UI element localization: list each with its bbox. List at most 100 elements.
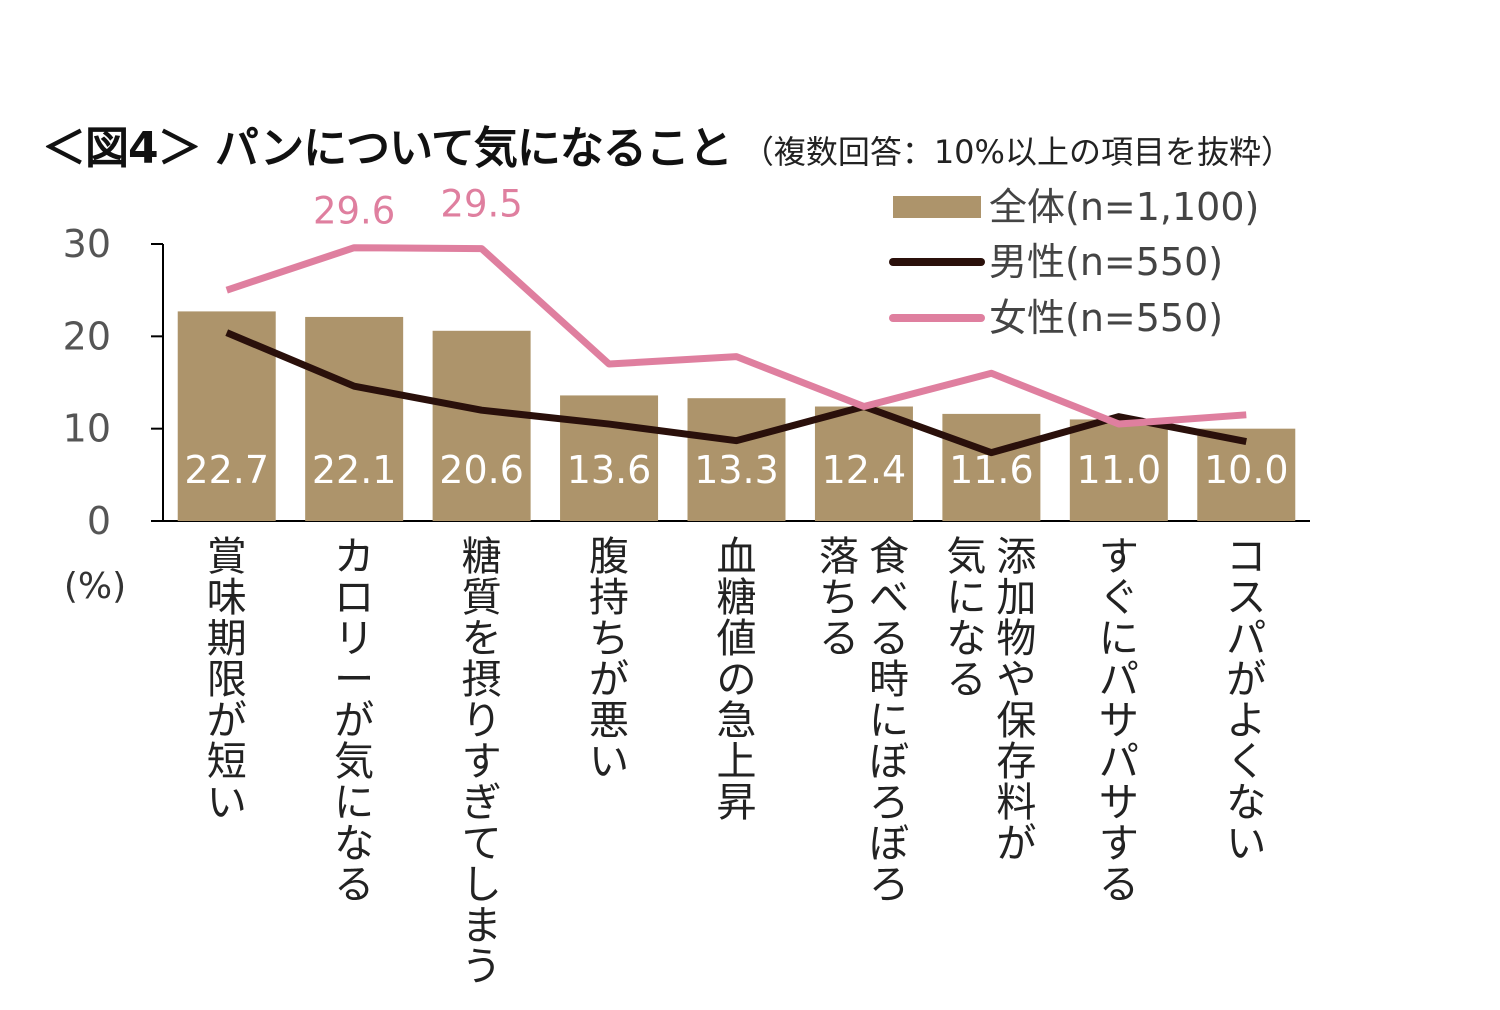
category-label-char: く xyxy=(1226,739,1266,785)
category-label-char: 落 xyxy=(819,534,859,580)
category-label-char: 味 xyxy=(207,575,247,621)
category-label-char: ろ xyxy=(869,780,909,826)
category-label-char: ま xyxy=(462,903,502,949)
category-label-char: す xyxy=(462,739,502,785)
category-label-char: ち xyxy=(819,575,859,621)
category-label-char: 限 xyxy=(207,657,247,703)
chart-title: ＜図4＞ パンについて気になること （複数回答：10%以上の項目を抜粋） xyxy=(42,112,1293,176)
bar-value-label: 22.1 xyxy=(312,448,397,492)
legend-label: 男性(n=550) xyxy=(989,240,1223,284)
category-label-char: が xyxy=(334,698,374,744)
category-label-char: い xyxy=(207,780,247,826)
bar-total xyxy=(305,316,404,521)
category-label-char: 血 xyxy=(717,534,757,580)
category-label-char: 料 xyxy=(996,780,1036,826)
category-label-char: 昇 xyxy=(717,780,757,826)
category-label-char: 持 xyxy=(589,575,629,621)
bar-total xyxy=(942,413,1041,521)
category-label-char: 急 xyxy=(717,698,757,744)
category-label-char: が xyxy=(996,821,1036,867)
category-label-char: ー xyxy=(334,657,374,703)
category-label-char: り xyxy=(462,698,502,744)
category-label-char: る xyxy=(819,616,859,662)
y-tick-label: 30 xyxy=(63,222,111,266)
bar-total xyxy=(560,395,659,521)
category-label-char: 保 xyxy=(996,698,1036,744)
category-label-char: が xyxy=(1226,657,1266,703)
bar-value-label: 11.0 xyxy=(1077,448,1162,492)
category-label-char: サ xyxy=(1099,698,1139,744)
category-label-char: る xyxy=(869,616,909,662)
category-label-char: し xyxy=(462,862,502,908)
legend-label: 女性(n=550) xyxy=(989,296,1223,340)
category-label-char: 糖 xyxy=(462,534,502,580)
category-label-char: 存 xyxy=(996,739,1036,785)
category-label-char: 気 xyxy=(946,534,986,580)
category-label-char: パ xyxy=(1226,616,1266,662)
category-label-char: を xyxy=(462,616,502,662)
category-label-char: る xyxy=(1099,862,1139,908)
bar-total xyxy=(814,406,913,521)
category-label-char: て xyxy=(462,821,502,867)
category-label-char: の xyxy=(717,657,757,703)
category-label-char: 加 xyxy=(996,575,1036,621)
category-label-char: す xyxy=(1099,534,1139,580)
category-label-char: る xyxy=(946,657,986,703)
category-label-char: る xyxy=(334,862,374,908)
category-label-char: よ xyxy=(1226,698,1266,744)
category-label-char: 糖 xyxy=(717,575,757,621)
bar-value-label: 22.7 xyxy=(184,448,269,492)
bar-value-label: 13.6 xyxy=(567,448,652,492)
category-label-char: う xyxy=(462,944,502,990)
bar-value-label: 10.0 xyxy=(1204,448,1289,492)
category-label-char: い xyxy=(1226,821,1266,867)
bar-total xyxy=(687,398,786,521)
category-label-char: ぼ xyxy=(869,739,909,785)
category-label-char: や xyxy=(996,657,1036,703)
legend-label: 全体(n=1,100) xyxy=(989,185,1259,229)
legend-swatch-total xyxy=(893,196,981,218)
chart-title-subtitle: （複数回答：10%以上の項目を抜粋） xyxy=(741,133,1293,171)
category-label-char: パ xyxy=(1099,739,1139,785)
category-label-char: 添 xyxy=(996,534,1036,580)
category-label-char: ろ xyxy=(869,862,909,908)
category-label-char: パ xyxy=(1099,657,1139,703)
bar-total xyxy=(1069,419,1168,521)
category-label-char: な xyxy=(946,616,986,662)
category-label-char: に xyxy=(334,780,374,826)
bar-value-label: 12.4 xyxy=(822,448,907,492)
female-peak-label: 29.6 xyxy=(313,190,395,233)
y-tick-label: 0 xyxy=(87,499,111,543)
category-label-char: な xyxy=(1226,780,1266,826)
category-label-char: カ xyxy=(334,534,374,580)
category-label-char: に xyxy=(946,575,986,621)
category-label-char: 質 xyxy=(462,575,502,621)
bar-value-label: 13.3 xyxy=(694,448,779,492)
category-label-char: 腹 xyxy=(589,534,629,580)
category-label-char: ロ xyxy=(334,575,374,621)
category-label-char: ぼ xyxy=(869,821,909,867)
category-label-char: べ xyxy=(869,575,909,621)
category-label-char: が xyxy=(207,698,247,744)
category-label-char: 期 xyxy=(207,616,247,662)
category-label-char: 短 xyxy=(207,739,247,785)
category-label-char: ち xyxy=(589,616,629,662)
female-peak-label: 29.5 xyxy=(440,183,522,226)
chart-title-main: ＜図4＞ パンについて気になること xyxy=(42,123,733,174)
category-label-char: コ xyxy=(1226,534,1266,580)
category-label-char: 悪 xyxy=(589,698,629,744)
category-label-char: 上 xyxy=(717,739,757,785)
category-label-char: ス xyxy=(1226,575,1266,621)
bar-total xyxy=(432,330,531,521)
category-label-char: リ xyxy=(334,616,374,662)
category-label-char: い xyxy=(589,739,629,785)
category-label-char: す xyxy=(1099,821,1139,867)
category-label-char: な xyxy=(334,821,374,867)
category-label-char: が xyxy=(589,657,629,703)
category-label-char: サ xyxy=(1099,780,1139,826)
category-label-char: 時 xyxy=(869,657,909,703)
bar-total xyxy=(1197,428,1296,521)
bar-value-label: 20.6 xyxy=(439,448,524,492)
category-label-char: 物 xyxy=(996,616,1036,662)
